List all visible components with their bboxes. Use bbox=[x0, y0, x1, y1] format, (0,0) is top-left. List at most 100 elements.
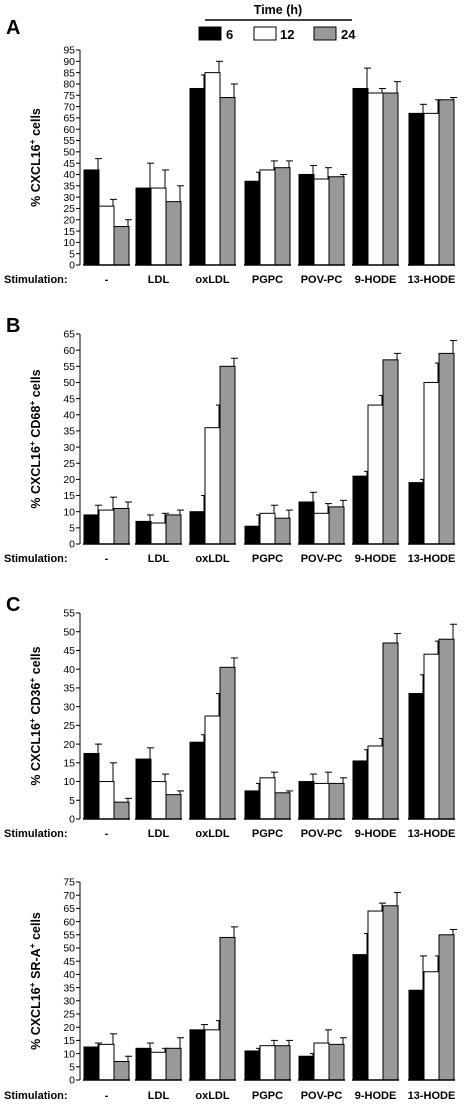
category-label-2-0: - bbox=[105, 828, 109, 840]
y-tick-label-0-10: 10 bbox=[63, 237, 75, 249]
bar-0-PGPC-12 bbox=[259, 169, 276, 266]
category-label-1-3: PGPC bbox=[252, 553, 283, 565]
bar-3-13-HODE-12 bbox=[423, 971, 440, 1081]
bar-3-LDL-24 bbox=[165, 1047, 182, 1081]
bar-2---24 bbox=[113, 801, 130, 820]
bar-1-POV-PC-12 bbox=[313, 512, 330, 545]
bar-0-oxLDL-24 bbox=[219, 97, 236, 266]
y-tick-label-2-10: 10 bbox=[63, 776, 75, 788]
bar-1---24 bbox=[113, 507, 130, 545]
legend-item-24: 24 bbox=[313, 26, 356, 42]
bar-1-PGPC-12 bbox=[259, 512, 276, 545]
y-tick-label-3-60: 60 bbox=[63, 916, 75, 928]
y-tick-label-2-45: 45 bbox=[63, 645, 75, 657]
category-label-1-2: oxLDL bbox=[195, 553, 230, 565]
y-tick-label-0-25: 25 bbox=[63, 203, 75, 215]
y-tick-label-0-50: 50 bbox=[63, 147, 75, 159]
bar-1-13-HODE-12 bbox=[423, 381, 440, 545]
category-label-2-6: 13-HODE bbox=[408, 828, 456, 840]
y-tick-label-0-45: 45 bbox=[63, 158, 75, 170]
y-tick-label-3-40: 40 bbox=[63, 969, 75, 981]
chart-panel-1: B 0 5 10 15 20 25 30 35 40 45 50 55 60 65 % CXCL16+ CD6… bbox=[4, 315, 457, 565]
panel-letter-0: A bbox=[6, 17, 20, 39]
bar-3-POV-PC-6 bbox=[298, 1055, 315, 1081]
category-label-0-0: - bbox=[105, 274, 109, 286]
bar-0-LDL-6 bbox=[135, 187, 152, 266]
y-tick-label-1-5: 5 bbox=[69, 523, 75, 535]
bar-2-PGPC-24 bbox=[274, 792, 291, 820]
bar-0-oxLDL-12 bbox=[204, 72, 221, 266]
y-tick-label-0-5: 5 bbox=[69, 248, 75, 260]
y-tick-label-1-45: 45 bbox=[63, 393, 75, 405]
legend-item-6: 6 bbox=[198, 26, 233, 42]
bar-2-13-HODE-24 bbox=[438, 638, 455, 820]
y-tick-label-3-15: 15 bbox=[63, 1035, 75, 1047]
category-label-2-4: POV-PC bbox=[301, 828, 343, 840]
bar-2---6 bbox=[83, 752, 100, 820]
y-tick-label-3-75: 75 bbox=[63, 877, 75, 889]
bar-2-oxLDL-24 bbox=[219, 666, 236, 820]
stimulation-label-2: Stimulation: bbox=[4, 828, 68, 840]
stimulation-label-0: Stimulation: bbox=[4, 274, 68, 286]
bar-1-LDL-24 bbox=[165, 514, 182, 545]
bar-1-9-HODE-6 bbox=[352, 475, 369, 545]
y-tick-label-2-55: 55 bbox=[63, 608, 75, 620]
y-tick-label-1-55: 55 bbox=[63, 361, 75, 373]
bar-1-13-HODE-6 bbox=[408, 482, 425, 545]
category-label-1-0: - bbox=[105, 553, 109, 565]
y-tick-label-1-25: 25 bbox=[63, 458, 75, 470]
legend-label-6: 6 bbox=[226, 27, 233, 42]
y-tick-label-2-35: 35 bbox=[63, 683, 75, 695]
y-tick-label-3-55: 55 bbox=[63, 930, 75, 942]
bar-0-PGPC-24 bbox=[274, 167, 291, 266]
category-label-0-1: LDL bbox=[148, 274, 170, 286]
bar-2-13-HODE-6 bbox=[408, 693, 425, 820]
bar-3-oxLDL-6 bbox=[189, 1029, 206, 1081]
y-axis-title-1: % CXCL16+ CD68+ cells bbox=[27, 369, 43, 508]
y-tick-label-2-25: 25 bbox=[63, 720, 75, 732]
bar-2-9-HODE-12 bbox=[367, 745, 384, 820]
legend-title: Time (h) bbox=[254, 3, 302, 17]
y-tick-label-3-45: 45 bbox=[63, 956, 75, 968]
y-tick-label-1-65: 65 bbox=[63, 329, 75, 341]
bar-3-9-HODE-6 bbox=[352, 954, 369, 1081]
bar-2-13-HODE-12 bbox=[423, 653, 440, 820]
legend-swatch-12 bbox=[253, 26, 277, 41]
legend-label-24: 24 bbox=[341, 27, 356, 42]
bar-0---6 bbox=[83, 169, 100, 266]
panel-letter-2: C bbox=[6, 594, 20, 616]
legend: Time (h) 6 12 24 bbox=[198, 3, 356, 42]
bar-1---6 bbox=[83, 514, 100, 545]
bar-1-PGPC-24 bbox=[274, 517, 291, 545]
bar-0-POV-PC-24 bbox=[328, 176, 345, 266]
category-label-2-3: PGPC bbox=[252, 828, 283, 840]
bar-1-POV-PC-6 bbox=[298, 501, 315, 545]
legend-swatch-24 bbox=[313, 26, 337, 41]
y-tick-label-0-80: 80 bbox=[63, 79, 75, 91]
bar-1---12 bbox=[98, 509, 115, 545]
bar-0-POV-PC-6 bbox=[298, 173, 315, 266]
bar-3-PGPC-6 bbox=[244, 1050, 261, 1081]
category-label-0-5: 9-HODE bbox=[355, 274, 397, 286]
y-tick-label-2-0: 0 bbox=[69, 814, 75, 826]
y-axis-title-2: % CXCL16+ CD36+ cells bbox=[27, 646, 43, 785]
bar-3---12 bbox=[98, 1043, 115, 1081]
bar-3-oxLDL-12 bbox=[204, 1029, 221, 1081]
bar-1-oxLDL-12 bbox=[204, 427, 221, 545]
category-label-2-2: oxLDL bbox=[195, 828, 230, 840]
legend-label-12: 12 bbox=[280, 27, 294, 42]
bar-3---24 bbox=[113, 1061, 130, 1081]
y-tick-label-1-30: 30 bbox=[63, 442, 75, 454]
category-label-3-0: - bbox=[105, 1090, 109, 1102]
category-label-1-4: POV-PC bbox=[301, 553, 343, 565]
legend-swatch-6 bbox=[198, 26, 222, 41]
category-label-0-4: POV-PC bbox=[301, 274, 343, 286]
y-tick-label-2-50: 50 bbox=[63, 626, 75, 638]
bar-2---12 bbox=[98, 781, 115, 820]
y-tick-label-0-15: 15 bbox=[63, 226, 75, 238]
bar-0-LDL-24 bbox=[165, 201, 182, 266]
bar-3-POV-PC-12 bbox=[313, 1042, 330, 1081]
y-tick-label-2-15: 15 bbox=[63, 758, 75, 770]
bar-1-9-HODE-12 bbox=[367, 404, 384, 545]
y-tick-label-0-20: 20 bbox=[63, 214, 75, 226]
